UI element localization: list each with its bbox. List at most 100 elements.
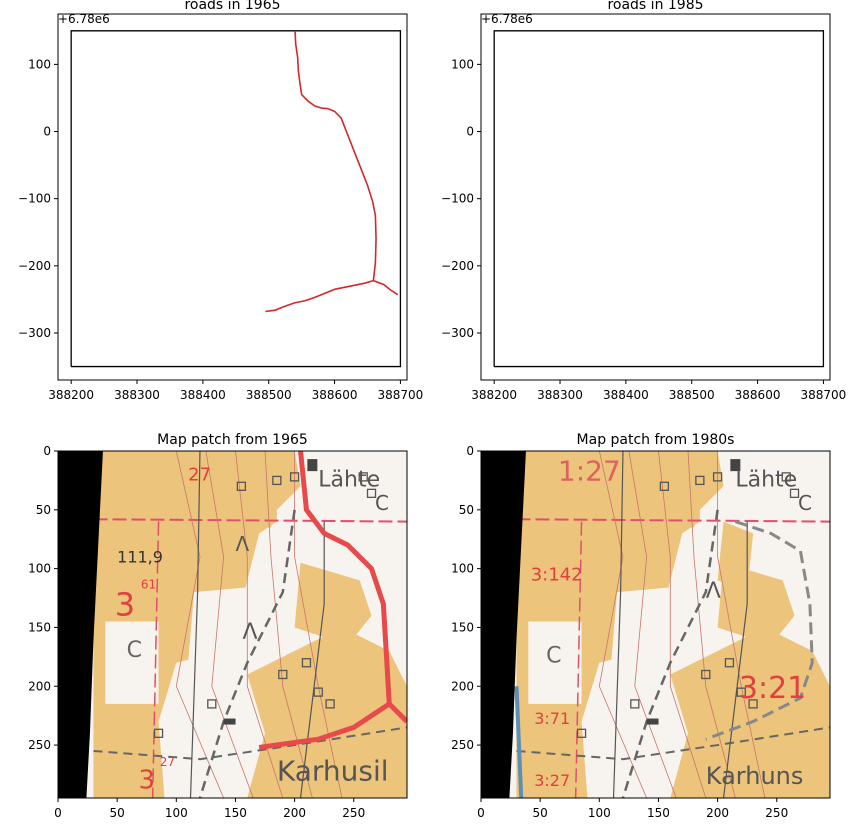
x-tick-label: 250 <box>765 806 788 820</box>
map-label: 3:27 <box>534 771 570 790</box>
chart-title: Map patch from 1965 <box>157 432 308 448</box>
map-label: Lähte <box>735 467 797 492</box>
red-dashed-line <box>93 518 407 523</box>
straight-line <box>612 451 624 798</box>
y-tick-label: 0 <box>43 125 51 139</box>
building <box>630 699 640 709</box>
y-tick-label: −200 <box>18 259 51 273</box>
map-label: 61 <box>141 578 156 592</box>
building-filled <box>307 459 318 472</box>
dashed-road <box>621 509 719 798</box>
y-tick-label: 150 <box>28 620 51 634</box>
straight-line <box>722 521 748 798</box>
contour-line <box>235 451 284 798</box>
black-border <box>58 451 103 798</box>
boundary-box <box>493 30 825 368</box>
y-tick-label: 100 <box>28 57 51 71</box>
building-filled <box>730 459 741 472</box>
building <box>153 728 164 738</box>
map-label: 3:71 <box>534 709 570 728</box>
y-tick-label: 50 <box>36 503 51 517</box>
contour-line <box>658 451 707 798</box>
red-dashed-line <box>151 521 160 798</box>
building <box>724 658 735 668</box>
grey-road <box>705 520 814 741</box>
building <box>325 699 335 709</box>
y-tick-label: −100 <box>441 192 474 206</box>
axes-frame <box>57 13 408 381</box>
map-label: Λ <box>235 532 249 556</box>
x-tick-label: 100 <box>588 806 611 820</box>
x-tick-label: 388200 <box>471 388 517 402</box>
y-tick-label: 100 <box>28 562 51 576</box>
dashed-road <box>93 726 407 761</box>
map-label: 1:27 <box>558 454 621 487</box>
chart-title: Map patch from 1980s <box>577 432 735 448</box>
field-extra <box>717 521 754 593</box>
map-label: Λ <box>706 579 721 604</box>
boundary-box <box>70 30 402 368</box>
building-filled <box>646 718 659 725</box>
building <box>712 472 723 482</box>
building <box>695 475 705 486</box>
x-tick-label: 388300 <box>114 388 160 402</box>
x-tick-label: 388300 <box>537 388 583 402</box>
map-label: C <box>798 491 812 515</box>
building <box>366 488 377 498</box>
dashed-road <box>516 726 830 761</box>
map-label: Karhuns <box>706 762 804 790</box>
x-tick-label: 200 <box>283 806 306 820</box>
x-tick-label: 0 <box>54 806 62 820</box>
contour-line <box>294 451 343 798</box>
field-north <box>211 451 301 528</box>
contour-line <box>717 451 766 798</box>
road-line-0 <box>294 30 377 281</box>
x-tick-label: 150 <box>224 806 247 820</box>
y-tick-label: 200 <box>28 679 51 693</box>
y-tick-label: −300 <box>441 326 474 340</box>
y-tick-label: 250 <box>451 738 474 752</box>
field-north <box>634 451 724 528</box>
axes-frame <box>480 13 831 381</box>
map-label: 3 <box>138 766 155 796</box>
chart-title: roads in 1985 <box>607 0 703 13</box>
map-label: C <box>127 638 142 663</box>
road-line-2 <box>373 279 399 296</box>
map-label: Lähte <box>318 467 380 492</box>
y-tick-label: 100 <box>451 57 474 71</box>
y-tick-label: 100 <box>451 562 474 576</box>
map-label: Karhusil <box>277 754 389 787</box>
y-tick-label: −300 <box>18 326 51 340</box>
building <box>289 472 300 482</box>
building <box>789 488 800 498</box>
y-tick-label: 0 <box>43 444 51 458</box>
dashed-road <box>198 509 296 798</box>
building <box>278 669 288 680</box>
building <box>576 728 587 738</box>
building <box>659 481 670 491</box>
building-filled <box>223 718 236 725</box>
field-west <box>93 451 277 798</box>
clearing-west <box>528 621 582 704</box>
map-label: C <box>375 491 389 515</box>
map-label: 3:142 <box>531 564 583 585</box>
clearing-center <box>188 586 271 681</box>
contour-line <box>175 451 224 798</box>
axes-frame <box>57 450 408 799</box>
x-tick-label: 388400 <box>603 388 649 402</box>
red-dashed-line <box>516 518 830 523</box>
clearing-west <box>105 621 159 704</box>
y-tick-label: 0 <box>466 125 474 139</box>
y-tick-label: −100 <box>18 192 51 206</box>
building <box>701 669 711 680</box>
contour-line <box>687 451 736 798</box>
building <box>236 481 247 491</box>
x-tick-label: 388500 <box>246 388 292 402</box>
building <box>313 687 323 697</box>
y-tick-label: 250 <box>28 738 51 752</box>
clearing-center <box>611 586 694 681</box>
